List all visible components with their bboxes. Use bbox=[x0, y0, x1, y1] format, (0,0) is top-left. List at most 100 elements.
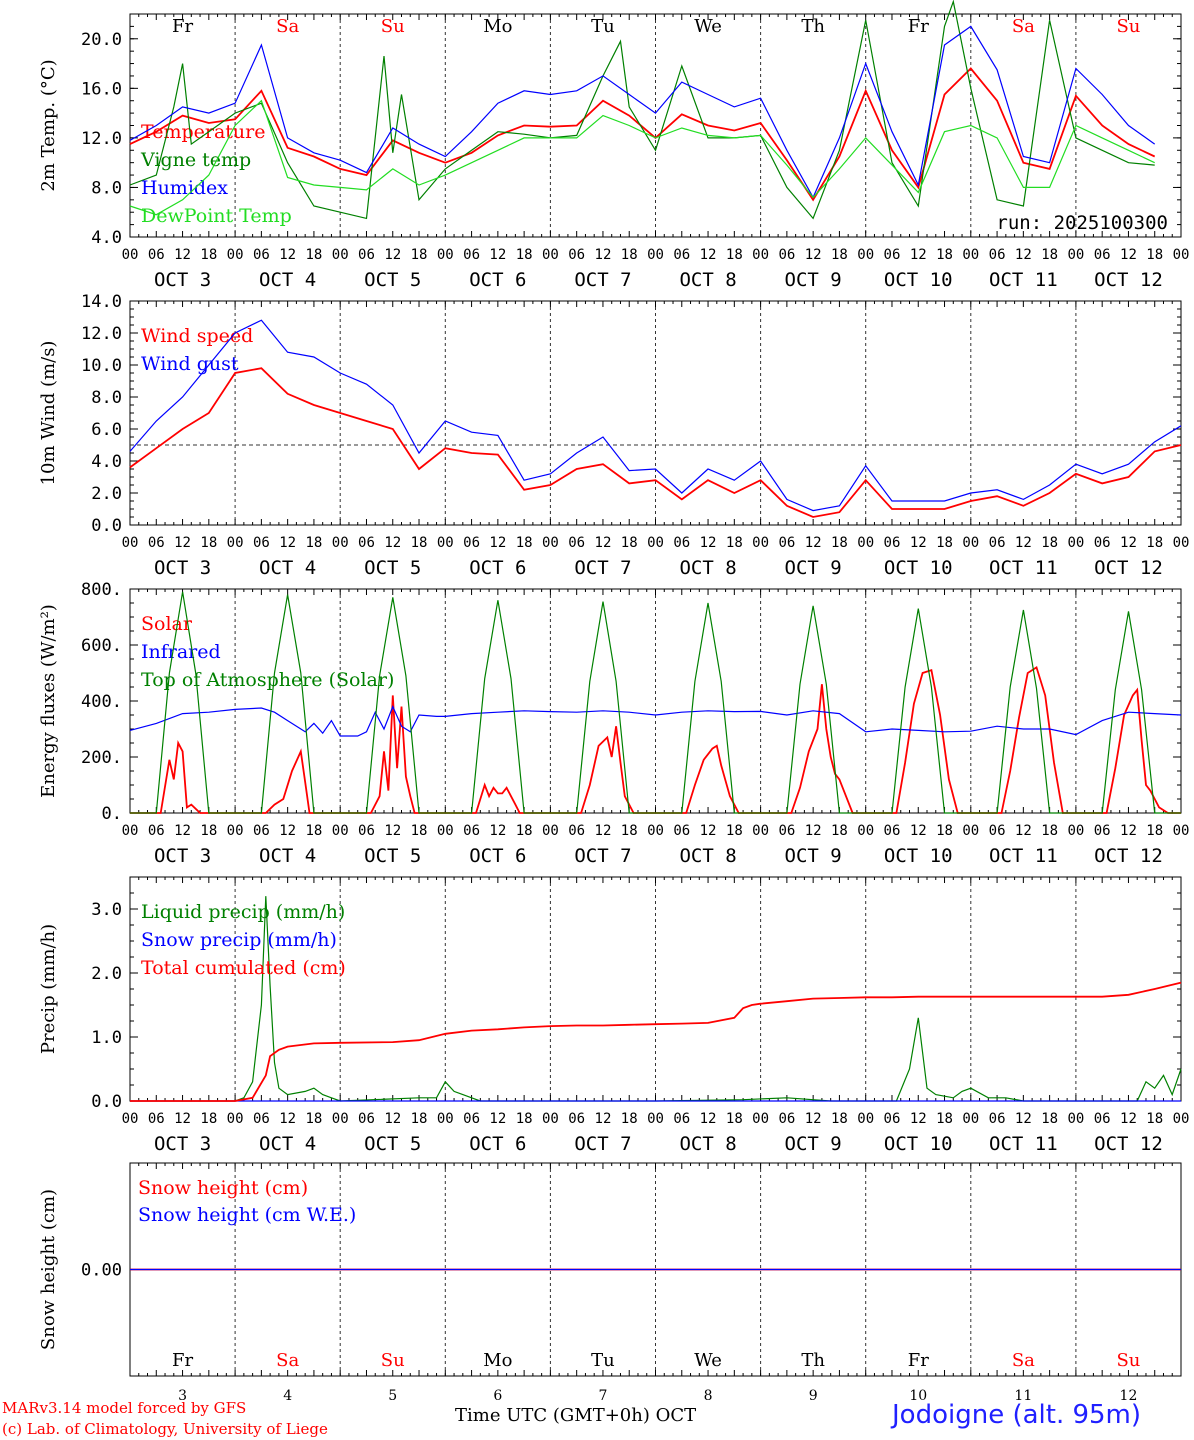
hour-tick-label: 06 bbox=[253, 1111, 270, 1127]
hour-tick-label: 06 bbox=[989, 535, 1006, 551]
hour-tick-label: 18 bbox=[1146, 823, 1163, 839]
weekday-label: Fr bbox=[908, 16, 929, 37]
hour-tick-label: 12 bbox=[910, 823, 927, 839]
y-tick-label: 8.0 bbox=[91, 388, 122, 408]
date-label: OCT 10 bbox=[884, 557, 953, 579]
hour-tick-label: 00 bbox=[1173, 1111, 1190, 1127]
date-label: OCT 3 bbox=[154, 845, 211, 867]
hour-tick-label: 00 bbox=[1067, 247, 1084, 263]
y-tick-label: 3.0 bbox=[91, 900, 122, 920]
hour-tick-label: 06 bbox=[568, 535, 585, 551]
hour-tick-label: 18 bbox=[831, 247, 848, 263]
weekday-label: Th bbox=[801, 16, 825, 37]
series-line-vigne-temp bbox=[129, 0, 1155, 220]
series-line-dewpoint-temp bbox=[129, 99, 1155, 216]
hour-tick-label: 18 bbox=[200, 247, 217, 263]
hour-tick-label: 00 bbox=[332, 1111, 349, 1127]
legend-entry: Temperature bbox=[141, 121, 265, 143]
hour-tick-label: 18 bbox=[831, 1111, 848, 1127]
y-tick-label: 12.0 bbox=[81, 129, 122, 149]
hour-tick-label: 06 bbox=[1094, 823, 1111, 839]
y-tick-label: 0.0 bbox=[91, 1092, 122, 1112]
hour-tick-label: 06 bbox=[884, 823, 901, 839]
day-number-label: 9 bbox=[809, 1388, 818, 1404]
hour-tick-label: 00 bbox=[647, 823, 664, 839]
hour-tick-label: 18 bbox=[200, 1111, 217, 1127]
plot-frame bbox=[129, 300, 1182, 526]
hour-tick-label: 18 bbox=[305, 823, 322, 839]
plot-frame bbox=[129, 588, 1182, 814]
y-tick-label: 800. bbox=[81, 580, 122, 600]
weekday-label: Mo bbox=[483, 1350, 512, 1371]
hour-tick-label: 00 bbox=[647, 535, 664, 551]
hour-tick-label: 00 bbox=[752, 535, 769, 551]
date-label: OCT 12 bbox=[1094, 269, 1163, 291]
hour-tick-label: 18 bbox=[411, 535, 428, 551]
hour-tick-label: 00 bbox=[122, 1111, 139, 1127]
hour-tick-label: 12 bbox=[805, 823, 822, 839]
y-tick-label: 20.0 bbox=[81, 30, 122, 50]
hour-tick-label: 12 bbox=[700, 823, 717, 839]
legend-entry: Snow height (cm) bbox=[138, 1177, 308, 1199]
hour-tick-label: 12 bbox=[1120, 535, 1137, 551]
hour-tick-label: 06 bbox=[148, 823, 165, 839]
weekday-label: Tu bbox=[591, 1350, 615, 1371]
hour-tick-label: 06 bbox=[884, 247, 901, 263]
x-axis-title: Time UTC (GMT+0h) OCT bbox=[455, 1405, 697, 1426]
date-label: OCT 12 bbox=[1094, 1133, 1163, 1155]
hour-tick-label: 12 bbox=[279, 535, 296, 551]
hour-tick-label: 18 bbox=[1146, 1111, 1163, 1127]
legend-entry: Liquid precip (mm/h) bbox=[141, 901, 345, 923]
weekday-label: Mo bbox=[483, 16, 512, 37]
date-label: OCT 9 bbox=[785, 557, 842, 579]
legend-entry: Wind speed bbox=[141, 325, 253, 347]
hour-tick-label: 06 bbox=[884, 1111, 901, 1127]
hour-tick-label: 06 bbox=[989, 247, 1006, 263]
legend-entry: Solar bbox=[141, 613, 193, 635]
weekday-label: Fr bbox=[172, 16, 193, 37]
hour-tick-label: 06 bbox=[253, 247, 270, 263]
hour-tick-label: 18 bbox=[305, 247, 322, 263]
weekday-label: Sa bbox=[1012, 1350, 1035, 1371]
legend-entry: Vigne temp bbox=[140, 149, 251, 171]
hour-tick-label: 06 bbox=[148, 535, 165, 551]
hour-tick-label: 18 bbox=[516, 247, 533, 263]
weekday-label: We bbox=[694, 16, 722, 37]
hour-tick-label: 18 bbox=[305, 1111, 322, 1127]
date-label: OCT 10 bbox=[884, 845, 953, 867]
hour-tick-label: 12 bbox=[174, 535, 191, 551]
hour-tick-label: 00 bbox=[1173, 247, 1190, 263]
hour-tick-label: 12 bbox=[595, 535, 612, 551]
hour-tick-label: 12 bbox=[910, 1111, 927, 1127]
y-tick-label: 0.00 bbox=[81, 1261, 122, 1281]
hour-tick-label: 06 bbox=[463, 247, 480, 263]
hour-tick-label: 00 bbox=[332, 823, 349, 839]
hour-tick-label: 18 bbox=[1041, 1111, 1058, 1127]
legend-entry: Top of Atmosphere (Solar) bbox=[141, 669, 394, 691]
hour-tick-label: 18 bbox=[726, 247, 743, 263]
legend-entry: Snow precip (mm/h) bbox=[141, 929, 337, 951]
hour-tick-label: 06 bbox=[463, 535, 480, 551]
series-line-total-cumulated-cm- bbox=[130, 981, 1182, 1102]
hour-tick-label: 00 bbox=[1067, 823, 1084, 839]
hour-tick-label: 12 bbox=[910, 535, 927, 551]
hour-tick-label: 06 bbox=[989, 1111, 1006, 1127]
hour-tick-label: 06 bbox=[253, 823, 270, 839]
hour-tick-label: 18 bbox=[936, 247, 953, 263]
date-label: OCT 4 bbox=[259, 557, 316, 579]
hour-tick-label: 12 bbox=[700, 1111, 717, 1127]
hour-tick-label: 18 bbox=[621, 247, 638, 263]
hour-tick-label: 06 bbox=[358, 823, 375, 839]
hour-tick-label: 00 bbox=[332, 247, 349, 263]
y-axis-label: Energy fluxes (W/m²) bbox=[38, 604, 59, 798]
hour-tick-label: 00 bbox=[647, 247, 664, 263]
hour-tick-label: 18 bbox=[726, 535, 743, 551]
hour-tick-label: 06 bbox=[568, 823, 585, 839]
hour-tick-label: 18 bbox=[936, 823, 953, 839]
weekday-label: Tu bbox=[591, 16, 615, 37]
run-label: run: 2025100300 bbox=[996, 212, 1168, 234]
hour-tick-label: 12 bbox=[1120, 1111, 1137, 1127]
hour-tick-label: 12 bbox=[1120, 823, 1137, 839]
hour-tick-label: 12 bbox=[174, 1111, 191, 1127]
hour-tick-label: 06 bbox=[1094, 535, 1111, 551]
